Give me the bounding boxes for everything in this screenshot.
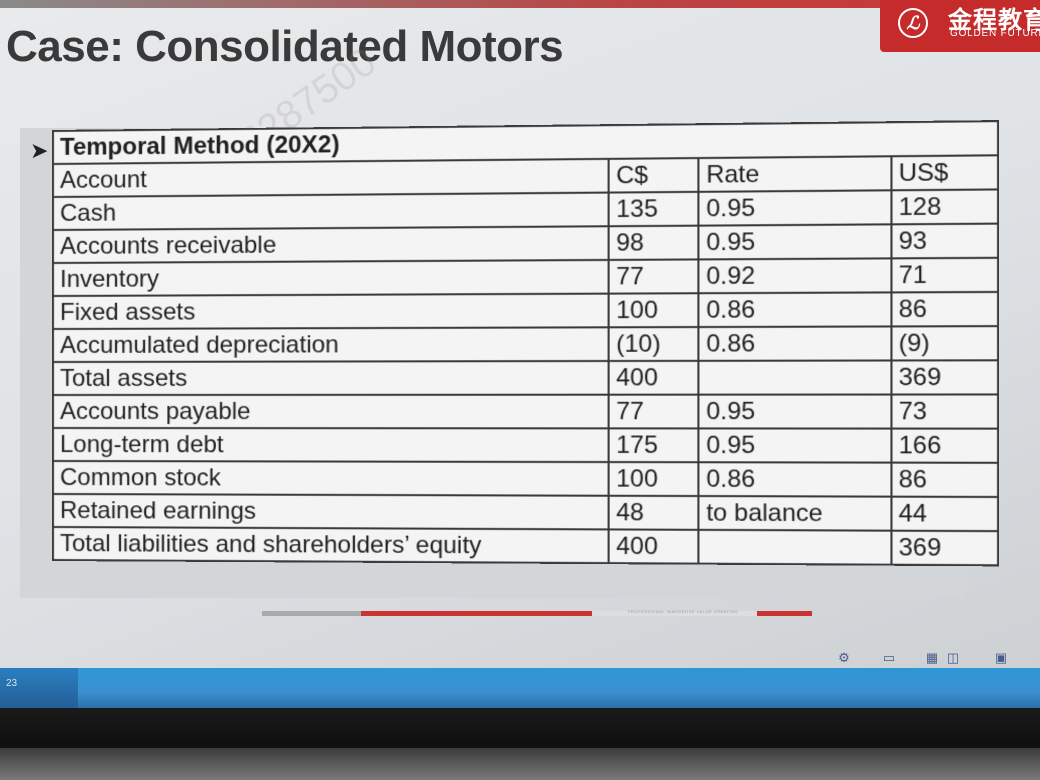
cell-rate: 0.86 (698, 462, 892, 497)
cell-rate: 0.95 (698, 190, 892, 226)
table-row: Total assets 400 369 (52, 360, 999, 395)
cell-rate: 0.95 (698, 428, 892, 463)
slideshow-icon[interactable]: ▣ (994, 650, 1008, 665)
cell-cad: 100 (608, 293, 699, 328)
cell-rate: 0.86 (698, 292, 892, 328)
cell-cad: 77 (608, 394, 699, 429)
cell-cad: 77 (608, 259, 699, 294)
cell-cad: 175 (608, 428, 699, 463)
table-row: Accounts receivable 98 0.95 93 (52, 223, 999, 263)
header-usd: US$ (891, 155, 999, 191)
cell-cad: (10) (608, 327, 699, 361)
table-row: Common stock 100 0.86 86 (52, 461, 999, 497)
cell-usd: 369 (891, 530, 999, 566)
reading-view-icon[interactable]: ◫ (946, 650, 960, 665)
cell-cad: 48 (608, 495, 699, 530)
header-rate: Rate (698, 156, 892, 192)
cell-account: Total assets (52, 360, 609, 395)
cell-account: Accounts payable (52, 394, 609, 429)
cell-cad: 400 (608, 529, 699, 564)
cell-usd: 166 (891, 428, 999, 463)
cell-cad: 400 (608, 360, 699, 395)
footer-rule (262, 611, 812, 616)
cell-account: Common stock (52, 461, 609, 496)
cell-account: Accumulated depreciation (52, 327, 609, 362)
brand-logo: ℒ 金程教育 GOLDEN FUTURE (880, 0, 1040, 52)
cell-rate (698, 360, 892, 395)
cell-cad: 98 (608, 225, 699, 260)
cell-account: Long-term debt (52, 428, 609, 463)
cell-cad: 100 (608, 462, 699, 497)
slide-top-bar (0, 0, 1040, 8)
slide-sorter-icon[interactable]: ▦ (925, 650, 939, 665)
cell-rate: 0.92 (698, 258, 892, 294)
cell-rate: to balance (698, 496, 892, 531)
cell-rate (698, 529, 892, 565)
cell-usd: 44 (891, 496, 999, 532)
cell-rate: 0.95 (698, 394, 892, 429)
cell-usd: 93 (891, 223, 999, 259)
cell-account: Accounts receivable (52, 226, 609, 263)
table-row: Fixed assets 100 0.86 86 (52, 291, 999, 329)
cell-account: Cash (52, 192, 609, 230)
normal-view-icon[interactable]: ▭ (882, 650, 896, 665)
cell-usd: 128 (891, 189, 999, 225)
cell-usd: 369 (891, 360, 999, 395)
table-row: Inventory 77 0.92 71 (52, 257, 999, 296)
taskbar-slide-indicator[interactable] (0, 668, 78, 708)
table-row: Retained earnings 48 to balance 44 (52, 494, 999, 532)
cell-usd: (9) (891, 326, 999, 361)
cell-usd: 73 (891, 394, 999, 429)
cell-account: Retained earnings (52, 494, 609, 530)
slide-number: 23 (6, 678, 18, 689)
table-row: Long-term debt 175 0.95 166 (52, 428, 999, 463)
cell-usd: 71 (891, 257, 999, 293)
cell-cad: 135 (608, 191, 699, 227)
cell-usd: 86 (891, 462, 999, 497)
table-row: Accounts payable 77 0.95 73 (52, 394, 999, 429)
cell-account: Total liabilities and shareholders’ equi… (52, 527, 609, 564)
logo-english-text: GOLDEN FUTURE (950, 28, 1040, 39)
translation-table: Temporal Method (20X2) Account C$ Rate U… (52, 120, 1000, 567)
slide-title: Case: Consolidated Motors (6, 22, 564, 71)
table-row: Accumulated depreciation (10) 0.86 (9) (52, 326, 999, 362)
logo-mark-icon: ℒ (898, 8, 928, 38)
header-cad: C$ (608, 158, 699, 193)
cell-account: Inventory (52, 259, 609, 296)
bullet-arrow-icon: ➤ (30, 138, 49, 163)
translation-table-container: Temporal Method (20X2) Account C$ Rate U… (52, 120, 1000, 567)
taskbar (0, 668, 1040, 708)
logo-chinese-text: 金程教育 (948, 7, 1040, 34)
cell-rate: 0.86 (698, 326, 892, 361)
settings-icon[interactable]: ⚙ (838, 650, 850, 665)
footer-rule-text: PROFESSIONAL INNOVATIVE VALUE CREATING (628, 609, 739, 614)
monitor-bezel (0, 708, 1040, 748)
cell-rate: 0.95 (698, 224, 892, 260)
presentation-slide: Case: Consolidated Motors 3287500 ℒ 金程教育… (0, 0, 1040, 668)
table-row: Total liabilities and shareholders’ equi… (52, 527, 999, 566)
cell-usd: 86 (891, 291, 999, 327)
cell-account: Fixed assets (52, 293, 609, 329)
header-account: Account (52, 158, 609, 197)
desk-background (0, 748, 1040, 780)
